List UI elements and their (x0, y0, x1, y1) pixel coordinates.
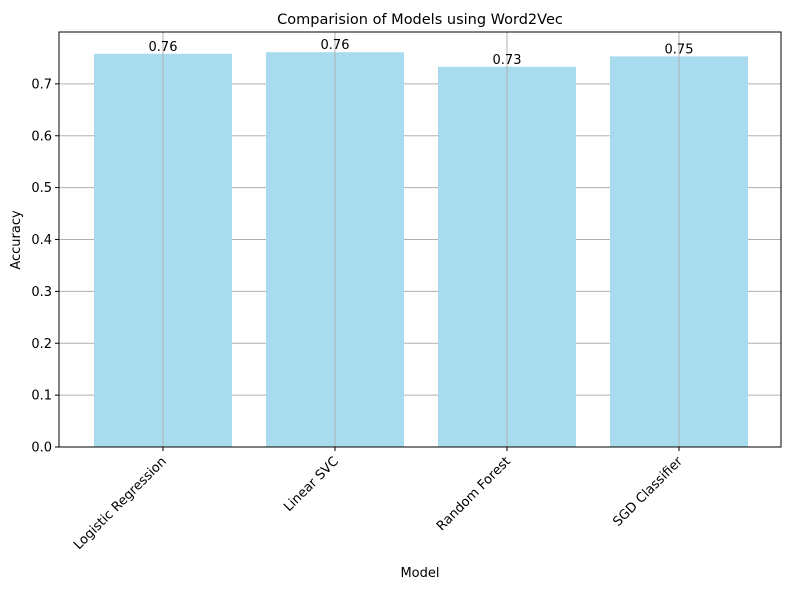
data-labels: 0.76 0.76 0.73 0.75 (149, 38, 694, 68)
x-tick-label: Linear SVC (281, 454, 342, 515)
y-tick-label: 0.5 (31, 181, 52, 196)
x-tick-label: SGD Classifier (610, 454, 686, 530)
chart-title: Comparision of Models using Word2Vec (277, 12, 563, 28)
data-label: 0.75 (665, 42, 694, 57)
bars-layer (94, 52, 748, 447)
y-tick-label: 0.2 (31, 337, 52, 352)
y-tick-label: 0.1 (31, 389, 52, 404)
vertical-grid-layer (162, 32, 680, 447)
x-axis-label: Model (400, 566, 439, 581)
data-label: 0.73 (493, 53, 522, 68)
data-label: 0.76 (321, 38, 350, 53)
data-label: 0.76 (149, 40, 178, 55)
x-tick-label: Logistic Regression (71, 454, 170, 553)
y-tick-label: 0.0 (31, 441, 52, 456)
y-tick-label: 0.6 (31, 129, 52, 144)
y-axis-label: Accuracy (9, 210, 24, 270)
y-axis-ticks: 0.0 0.1 0.2 0.3 0.4 0.5 0.6 0.7 (31, 77, 59, 456)
y-tick-label: 0.7 (31, 77, 52, 92)
y-tick-label: 0.3 (31, 285, 52, 300)
x-axis-ticks: Logistic Regression Linear SVC Random Fore… (71, 447, 686, 553)
x-tick-label: Random Forest (434, 454, 514, 534)
y-tick-label: 0.4 (31, 233, 52, 248)
